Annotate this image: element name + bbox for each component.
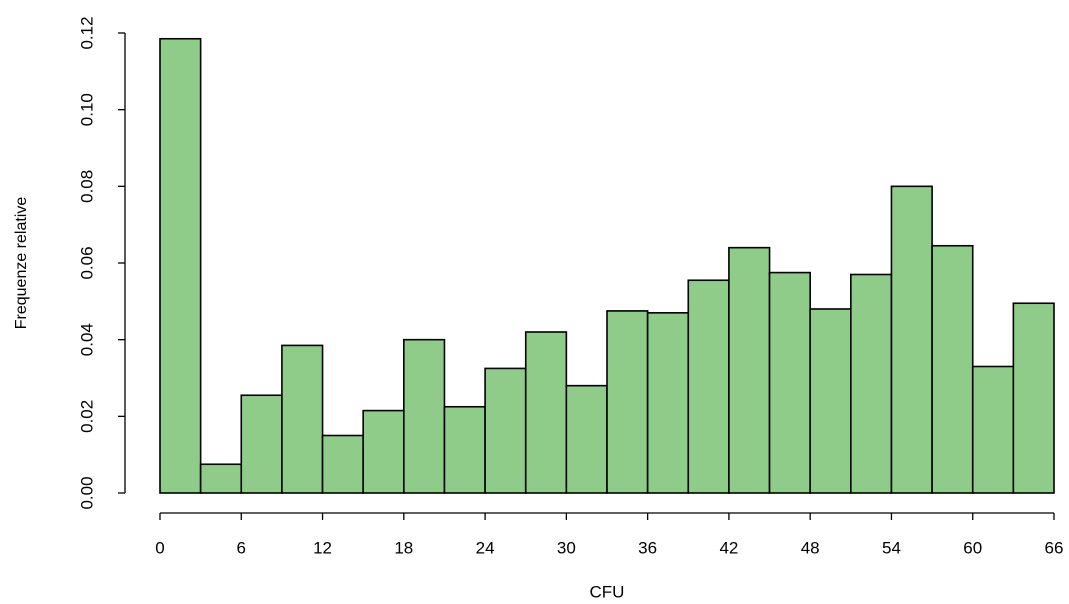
y-tick-label: 0.12 [77,16,96,49]
bar [768,271,811,494]
x-tick-label: 30 [557,538,576,557]
bar [850,273,893,494]
x-tick-label: 66 [1045,538,1064,557]
bar [443,405,486,494]
y-tick-label: 0.10 [77,93,96,126]
x-tick-label: 18 [394,538,413,557]
x-tick-label: 24 [476,538,495,557]
bar [321,434,364,494]
bar [646,312,690,494]
bar [565,384,608,494]
bar [484,367,527,494]
bar [362,409,405,494]
y-tick-label: 0.08 [77,170,96,203]
y-tick-label: 0.06 [77,246,96,279]
bar [159,37,202,494]
bar [809,308,852,494]
x-tick-label: 54 [882,538,901,557]
x-tick-label: 6 [237,538,246,557]
bar [606,310,649,494]
bar [403,338,446,494]
x-tick-label: 48 [801,538,820,557]
bar [524,331,568,494]
x-axis-label: CFU [590,582,625,601]
bar [1012,302,1055,494]
y-tick-label: 0.04 [77,323,96,356]
x-tick-label: 60 [963,538,982,557]
bar [728,246,771,494]
x-tick-label: 36 [638,538,657,557]
bar [281,344,324,494]
y-axis-label: Frequenze relative [13,197,30,330]
x-tick-label: 12 [313,538,332,557]
bar [971,365,1015,494]
x-tick-label: 0 [155,538,164,557]
bar [240,394,283,494]
bar [687,279,730,494]
y-tick-label: 0.00 [77,476,96,509]
x-tick-label: 42 [719,538,738,557]
bar [199,463,243,494]
y-tick-label: 0.02 [77,400,96,433]
bar [890,185,933,494]
bar [931,244,974,494]
